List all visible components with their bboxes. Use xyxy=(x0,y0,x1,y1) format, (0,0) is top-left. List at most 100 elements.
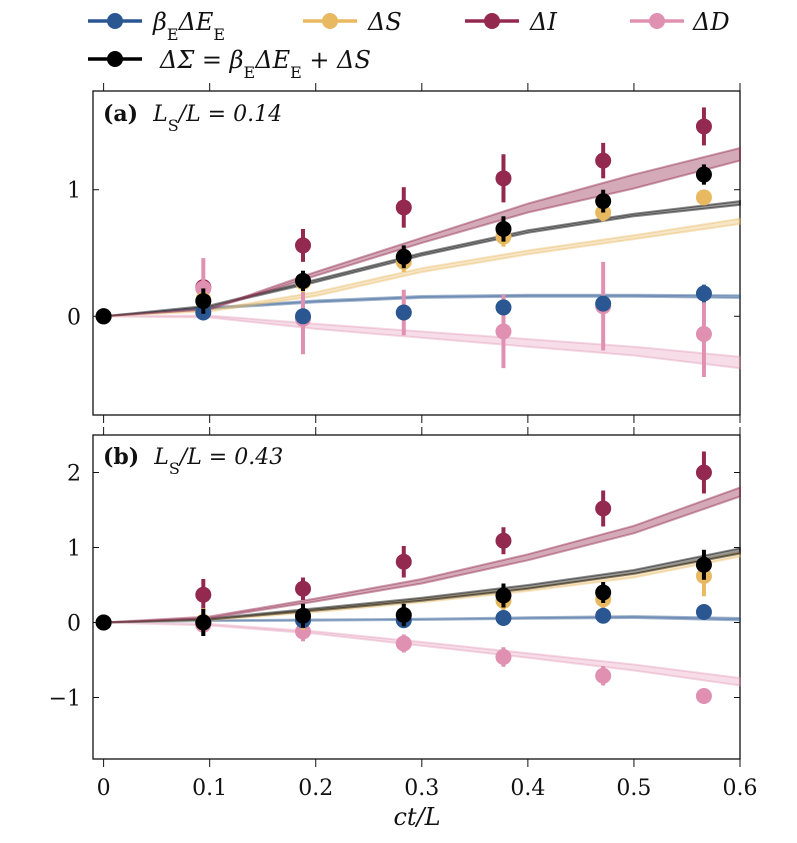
x-tick-label: 0.5 xyxy=(616,776,651,801)
panel-b-point-divergence xyxy=(595,667,612,684)
panel-b-curve-information xyxy=(103,486,741,624)
panel-b-title-bold: (b) xyxy=(103,444,139,470)
x-tick-label: 0.4 xyxy=(510,776,545,801)
panel-a-point-entropy xyxy=(695,189,712,206)
panel-a-point-sigma xyxy=(695,166,712,183)
panel-a-point-energy xyxy=(295,308,312,325)
x-axis: 0 0.1 0.2 0.3 0.4 0.5 0.6 xyxy=(97,776,758,801)
panel-a-point-information xyxy=(495,170,512,187)
panel-a-title-text: LS/L = 0.14 xyxy=(152,102,282,135)
panel-b-point-sigma xyxy=(595,584,612,601)
panel-b-point-divergence xyxy=(395,635,412,652)
legend: βEΔEE ΔS ΔI ΔD ΔΣ = βEΔEE + ΔS xyxy=(88,8,730,82)
panel-a-point-energy xyxy=(495,299,512,316)
panel-a-series-sigma xyxy=(95,164,712,325)
panel-a-point-sigma xyxy=(495,220,512,237)
panel-a-point-divergence xyxy=(495,323,512,340)
panel-a-point-divergence xyxy=(695,326,712,342)
panel-a-curves xyxy=(103,146,741,370)
panel-b-curves xyxy=(103,486,741,687)
panel-b-curve-energy xyxy=(103,615,741,624)
panel-b-point-energy xyxy=(695,604,712,620)
panel-a-point-energy xyxy=(395,304,412,321)
legend-marker-sigma xyxy=(107,51,123,67)
legend-label-sigma: ΔΣ = βEΔEE + ΔS xyxy=(159,46,371,82)
panel-b-ticks: −1 0 1 2 xyxy=(49,427,741,767)
x-tick-label: 0.1 xyxy=(192,776,227,801)
panel-b-frame xyxy=(92,434,741,760)
panel-b-markers xyxy=(95,451,712,704)
panel-b-curve-sigma xyxy=(103,547,741,624)
panel-b-point-information xyxy=(695,464,712,481)
panel-a-point-sigma xyxy=(395,248,412,265)
x-tick-label: 0.2 xyxy=(298,776,333,801)
panel-b-series-sigma xyxy=(95,549,712,636)
panel-a-curve-information xyxy=(103,146,741,318)
panel-a-point-sigma xyxy=(595,193,612,210)
legend-item-entropy: ΔS xyxy=(303,8,402,36)
x-axis-label: ct/L xyxy=(393,803,440,831)
panel-b-point-sigma xyxy=(195,614,212,631)
panel-a: 01 (a) LS/L = 0.14 xyxy=(67,83,741,423)
panel-b-curve-divergence xyxy=(103,621,741,687)
panel-b-point-energy xyxy=(495,610,512,626)
panel-b-point-divergence xyxy=(495,649,512,665)
x-tick-label: 0.6 xyxy=(723,776,758,801)
panel-b-ytick-label: −1 xyxy=(49,687,81,712)
panel-b-point-energy xyxy=(595,607,612,624)
legend-item-sigma: ΔΣ = βEΔEE + ΔS xyxy=(88,46,371,82)
panel-b-title: (b) LS/L = 0.43 xyxy=(103,444,283,478)
legend-item-energy: βEΔEE xyxy=(88,8,225,44)
panel-b-ytick-label: 1 xyxy=(67,537,81,562)
panel-b-point-sigma xyxy=(395,607,412,623)
legend-label-entropy: ΔS xyxy=(367,8,402,36)
legend-marker-entropy xyxy=(322,13,338,29)
panel-b: −1 0 1 2 (b) LS/L = 0.43 xyxy=(49,427,741,767)
panel-b-point-information xyxy=(295,580,312,597)
panel-b-point-information xyxy=(195,586,212,603)
panel-a-point-information xyxy=(395,199,412,216)
panel-a-point-sigma xyxy=(95,308,112,325)
legend-label-energy: βEΔEE xyxy=(152,8,225,44)
panel-a-curve-sigma xyxy=(103,199,741,318)
x-tick-label: 0.3 xyxy=(404,776,439,801)
panel-b-point-sigma xyxy=(495,587,512,604)
panel-a-point-information xyxy=(295,237,312,254)
legend-item-divergence: ΔD xyxy=(630,8,730,36)
legend-label-information: ΔI xyxy=(529,8,557,36)
panel-a-point-energy xyxy=(595,295,612,312)
panel-b-point-sigma xyxy=(95,614,112,631)
panel-a-point-energy xyxy=(695,285,712,302)
panel-a-title: (a) LS/L = 0.14 xyxy=(103,101,282,135)
panel-a-ticks: 01 xyxy=(67,83,741,423)
panel-a-ytick-label: 0 xyxy=(67,305,81,330)
panel-b-point-information xyxy=(595,500,612,517)
panel-b-point-divergence xyxy=(695,688,712,704)
legend-label-divergence: ΔD xyxy=(692,8,730,36)
panel-b-point-sigma xyxy=(695,556,712,573)
panel-b-curve-entropy xyxy=(103,550,741,624)
panel-a-curve-energy xyxy=(103,293,741,318)
panel-a-point-information xyxy=(595,152,612,169)
x-tick-label: 0 xyxy=(97,776,111,801)
legend-marker-energy xyxy=(107,13,123,29)
legend-marker-information xyxy=(484,13,500,29)
panel-a-point-sigma xyxy=(195,293,212,310)
panel-a-curve-entropy xyxy=(103,217,741,318)
panel-a-title-bold: (a) xyxy=(103,101,138,127)
panel-b-ytick-label: 0 xyxy=(67,612,81,637)
panel-b-point-sigma xyxy=(295,607,312,624)
panel-b-ytick-label: 2 xyxy=(67,462,81,487)
panel-a-curve-divergence xyxy=(103,314,741,370)
panel-a-point-information xyxy=(695,118,712,135)
panel-a-ytick-label: 1 xyxy=(67,179,81,204)
panel-a-frame xyxy=(92,90,741,416)
panel-b-point-information xyxy=(395,553,412,570)
legend-marker-divergence xyxy=(649,13,665,29)
panel-a-point-sigma xyxy=(295,272,312,289)
panel-b-point-information xyxy=(495,532,512,549)
legend-item-information: ΔI xyxy=(465,8,557,36)
panel-b-title-text: LS/L = 0.43 xyxy=(153,445,283,478)
panel-b-point-divergence xyxy=(295,623,312,640)
